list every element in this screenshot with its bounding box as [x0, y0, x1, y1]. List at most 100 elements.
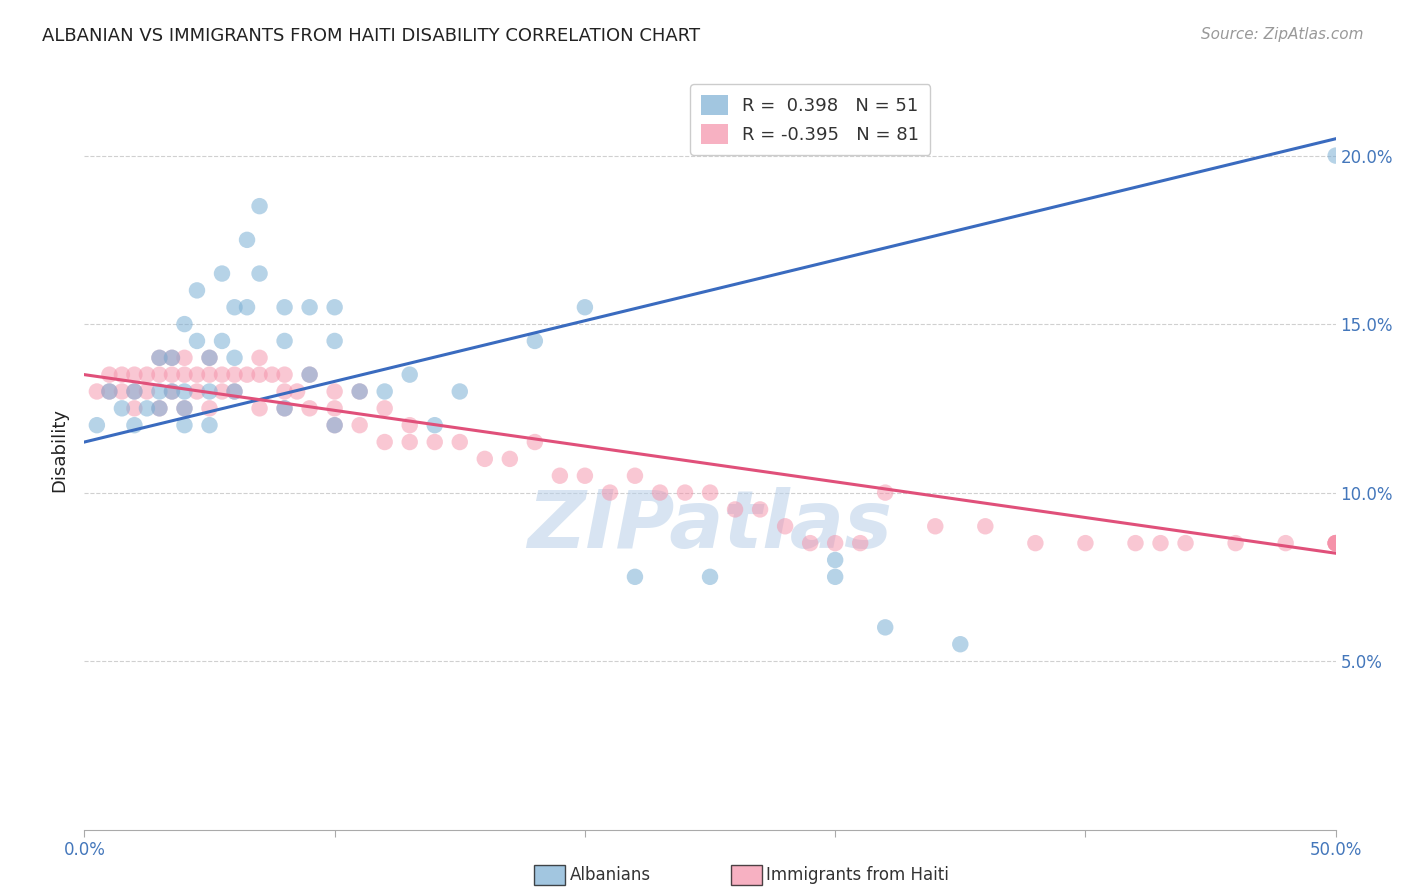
Point	[111, 384, 134, 399]
Point	[1174, 536, 1197, 550]
Point	[349, 384, 371, 399]
Point	[474, 451, 496, 466]
Point	[349, 418, 371, 433]
Point	[323, 300, 346, 314]
Point	[599, 485, 621, 500]
Point	[224, 368, 246, 382]
Point	[173, 317, 195, 331]
Point	[824, 536, 846, 550]
Point	[148, 368, 170, 382]
Point	[323, 418, 346, 433]
Point	[499, 451, 522, 466]
Point	[236, 233, 259, 247]
Point	[298, 300, 321, 314]
Point	[160, 384, 183, 399]
Point	[699, 570, 721, 584]
Point	[186, 284, 208, 298]
Y-axis label: Disability: Disability	[51, 409, 69, 492]
Point	[249, 199, 271, 213]
Point	[949, 637, 972, 651]
Point	[198, 351, 221, 365]
Point	[211, 368, 233, 382]
Point	[298, 368, 321, 382]
Point	[224, 384, 246, 399]
Point	[1324, 148, 1347, 162]
Point	[924, 519, 946, 533]
Point	[124, 418, 146, 433]
Point	[1324, 536, 1347, 550]
Point	[148, 351, 170, 365]
Point	[236, 300, 259, 314]
Point	[548, 468, 571, 483]
Legend: R =  0.398   N = 51, R = -0.395   N = 81: R = 0.398 N = 51, R = -0.395 N = 81	[690, 84, 931, 154]
Point	[285, 384, 308, 399]
Point	[86, 384, 108, 399]
Point	[198, 351, 221, 365]
Point	[136, 368, 159, 382]
Point	[1324, 536, 1347, 550]
Text: Source: ZipAtlas.com: Source: ZipAtlas.com	[1201, 27, 1364, 42]
Point	[398, 435, 420, 450]
Point	[849, 536, 872, 550]
Point	[136, 401, 159, 416]
Point	[523, 334, 546, 348]
Point	[186, 368, 208, 382]
Point	[875, 620, 897, 634]
Point	[1074, 536, 1097, 550]
Point	[249, 401, 271, 416]
Point	[423, 418, 446, 433]
Point	[98, 384, 121, 399]
Point	[124, 368, 146, 382]
Point	[173, 401, 195, 416]
Point	[160, 351, 183, 365]
Point	[624, 468, 647, 483]
Point	[273, 401, 295, 416]
Point	[799, 536, 821, 550]
Point	[699, 485, 721, 500]
Point	[1125, 536, 1147, 550]
Point	[773, 519, 796, 533]
Point	[211, 334, 233, 348]
Point	[136, 384, 159, 399]
Point	[398, 368, 420, 382]
Point	[98, 384, 121, 399]
Point	[1024, 536, 1046, 550]
Point	[173, 401, 195, 416]
Point	[198, 384, 221, 399]
Point	[273, 401, 295, 416]
Point	[374, 384, 396, 399]
Point	[249, 267, 271, 281]
Point	[186, 384, 208, 399]
Point	[111, 401, 134, 416]
Point	[423, 435, 446, 450]
Point	[173, 351, 195, 365]
Point	[323, 418, 346, 433]
Point	[673, 485, 696, 500]
Point	[198, 401, 221, 416]
Point	[323, 401, 346, 416]
Text: Albanians: Albanians	[569, 866, 651, 884]
Point	[160, 384, 183, 399]
Point	[374, 435, 396, 450]
Point	[574, 468, 596, 483]
Point	[1225, 536, 1247, 550]
Point	[749, 502, 772, 516]
Point	[224, 384, 246, 399]
Text: Immigrants from Haiti: Immigrants from Haiti	[766, 866, 949, 884]
Point	[124, 384, 146, 399]
Point	[148, 401, 170, 416]
Point	[236, 368, 259, 382]
Point	[298, 401, 321, 416]
Point	[198, 368, 221, 382]
Point	[224, 351, 246, 365]
Point	[648, 485, 671, 500]
Point	[374, 401, 396, 416]
Point	[273, 384, 295, 399]
Point	[323, 384, 346, 399]
Point	[249, 368, 271, 382]
Point	[724, 502, 747, 516]
Point	[160, 368, 183, 382]
Point	[173, 384, 195, 399]
Point	[173, 368, 195, 382]
Point	[124, 384, 146, 399]
